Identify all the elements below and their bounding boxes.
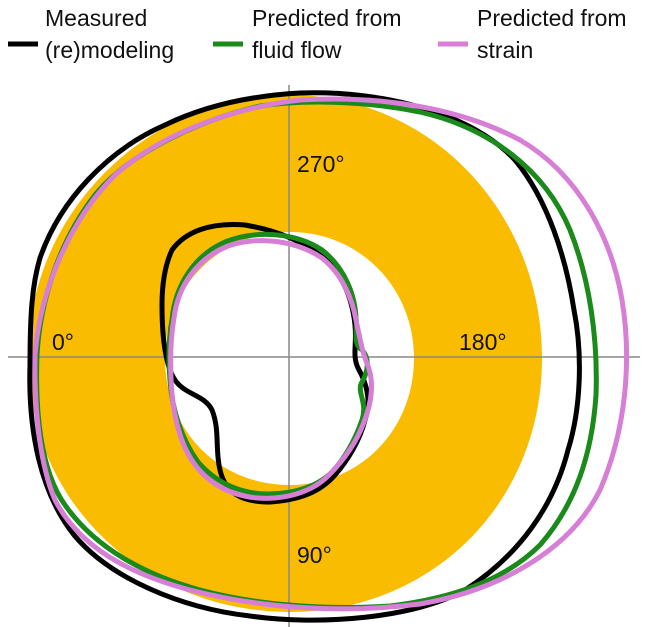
strain-outer-contour (32, 96, 630, 612)
legend-label-strain-line1: Predicted from (477, 5, 627, 31)
legend-label-strain-line2: strain (477, 37, 533, 63)
legend: Measured (re)modeling Predicted from flu… (8, 5, 627, 63)
angle-label-270: 270° (297, 151, 345, 177)
measured-inner-contour (159, 221, 371, 505)
measured-outer-contour (27, 90, 582, 623)
angle-label-180: 180° (459, 329, 507, 355)
legend-label-measured-line2: (re)modeling (45, 37, 174, 63)
legend-label-measured-line1: Measured (45, 5, 147, 31)
legend-label-fluid-flow-line2: fluid flow (252, 37, 342, 63)
angle-label-90: 90° (297, 542, 332, 568)
legend-label-fluid-flow-line1: Predicted from (252, 5, 402, 31)
strain-inner-contour (168, 238, 374, 501)
angle-label-0: 0° (52, 329, 74, 355)
fluid-flow-inner-contour (166, 232, 370, 497)
legend-item-measured: Measured (re)modeling (8, 5, 174, 63)
legend-item-fluid-flow: Predicted from fluid flow (213, 5, 402, 63)
bone-annulus (28, 95, 542, 612)
legend-item-strain: Predicted from strain (438, 5, 627, 63)
